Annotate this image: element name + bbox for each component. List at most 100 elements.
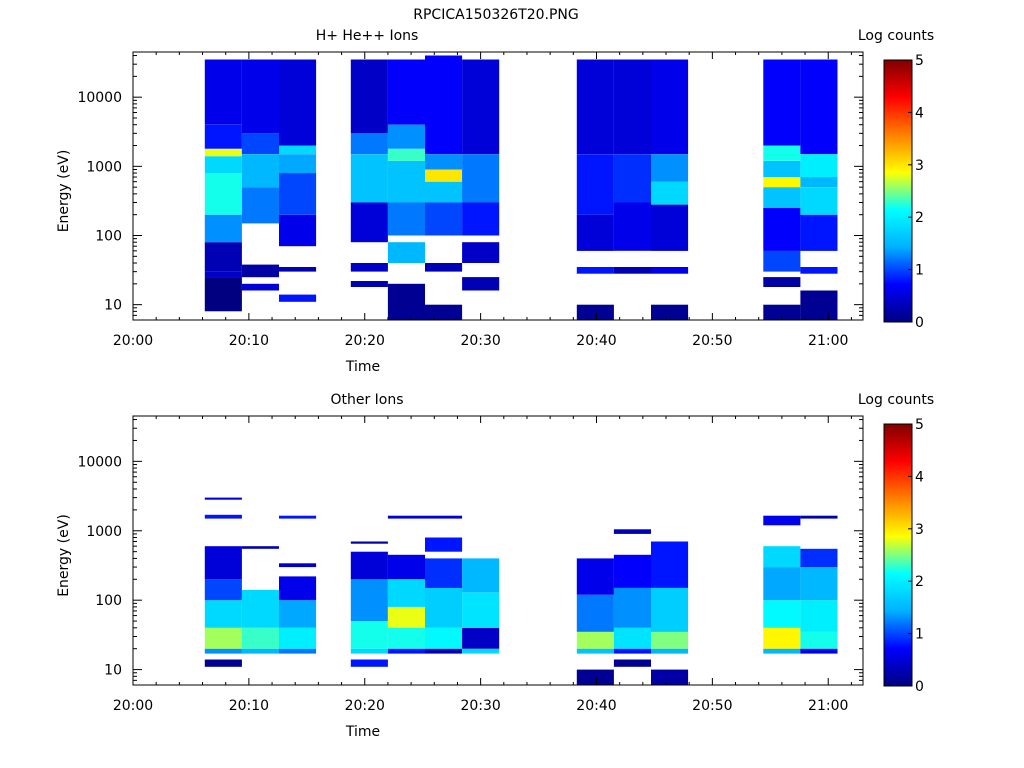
heatmap-cell xyxy=(800,631,838,649)
heatmap-cell xyxy=(387,242,425,263)
heatmap-cell xyxy=(800,177,838,188)
x-tick-label: 20:00 xyxy=(113,698,153,714)
heatmap-cell xyxy=(800,187,838,215)
heatmap-cell xyxy=(204,173,242,215)
heatmap-cell xyxy=(576,594,614,632)
heatmap-cell xyxy=(462,242,500,263)
plot-frame xyxy=(132,415,864,686)
heatmap-cell xyxy=(800,59,838,155)
heatmap-cell xyxy=(425,202,463,236)
colorbar: Log counts 0 1 2 3 4 5 xyxy=(858,28,934,331)
heatmap-cell xyxy=(387,627,425,649)
heatmap-cell xyxy=(800,267,838,274)
heatmap-cell xyxy=(576,267,614,274)
heatmap-cell xyxy=(387,606,425,628)
heatmap-cell xyxy=(763,145,801,161)
colorbar-tick-label: 5 xyxy=(915,53,924,69)
heatmap-cell xyxy=(279,600,317,628)
heatmap-cell xyxy=(350,133,388,155)
x-tick-label: 20:40 xyxy=(576,333,616,349)
heatmap-cell xyxy=(576,214,614,251)
colorbar: Log counts 0 1 2 3 4 5 xyxy=(858,392,934,695)
colorbar-label: Log counts xyxy=(858,28,934,44)
heatmap-cell xyxy=(800,548,838,568)
heatmap-cell xyxy=(576,59,614,155)
heatmap-cell xyxy=(279,627,317,649)
x-tick-label: 21:00 xyxy=(808,333,848,349)
heatmap-cell xyxy=(763,160,801,178)
heatmap-cell xyxy=(763,59,801,146)
heatmap-cell xyxy=(425,304,463,320)
heatmap-panel-h-he-ions: 20:00 20:10 20:20 20:30 20:40 20:50 21:0010100… xyxy=(56,28,934,375)
heatmap-cell xyxy=(204,648,242,654)
x-axis-label: Time xyxy=(345,359,380,375)
heatmap-cell xyxy=(241,59,279,134)
heatmap-cell xyxy=(350,579,388,622)
heatmap-cells xyxy=(204,497,838,685)
colorbar-gradient xyxy=(883,423,913,687)
heatmap-cell xyxy=(387,160,425,203)
heatmap-cell xyxy=(613,659,651,667)
heatmap-cell xyxy=(204,579,242,601)
y-tick-label: 100 xyxy=(95,593,122,609)
heatmap-cell xyxy=(387,554,425,580)
heatmap-cell xyxy=(763,600,801,628)
heatmap-cell xyxy=(576,304,614,320)
colorbar-tick-label: 4 xyxy=(915,469,924,485)
heatmap-cell xyxy=(763,546,801,568)
heatmap-cell xyxy=(350,648,388,654)
heatmap-cell xyxy=(763,208,801,251)
heatmap-cell xyxy=(204,600,242,628)
colorbar-tick-label: 2 xyxy=(915,210,924,226)
heatmap-cell xyxy=(651,304,689,320)
heatmap-cell xyxy=(800,214,838,251)
y-axis-label: Energy (eV) xyxy=(56,150,72,233)
heatmap-cell xyxy=(800,567,838,601)
heatmap-cell xyxy=(279,648,317,654)
x-tick-label: 20:30 xyxy=(460,333,500,349)
heatmap-cell xyxy=(462,648,500,654)
heatmap-cell xyxy=(651,267,689,274)
heatmap-cell xyxy=(613,202,651,251)
heatmap-cells xyxy=(204,55,838,320)
heatmap-cell xyxy=(613,267,651,274)
heatmap-cell xyxy=(279,294,317,302)
heatmap-cell xyxy=(350,59,388,134)
heatmap-cell xyxy=(204,271,242,278)
heatmap-cell xyxy=(387,59,425,125)
heatmap-cell xyxy=(800,648,838,654)
heatmap-cell xyxy=(279,59,317,146)
y-tick-label: 100 xyxy=(95,228,122,244)
heatmap-cell xyxy=(763,277,801,287)
heatmap-cell xyxy=(387,579,425,607)
y-tick-label: 1000 xyxy=(86,524,122,540)
heatmap-cell xyxy=(204,148,242,157)
heatmap-cell xyxy=(651,181,689,205)
heatmap-cell xyxy=(350,621,388,649)
x-axis-label: Time xyxy=(345,724,380,740)
heatmap-cell xyxy=(651,59,689,155)
heatmap-cell xyxy=(462,202,500,236)
heatmap-cell xyxy=(350,659,388,667)
heatmap-cell xyxy=(576,669,614,685)
heatmap-cell xyxy=(651,669,689,685)
x-tick-label: 20:50 xyxy=(692,698,732,714)
heatmap-cell xyxy=(425,558,463,588)
heatmap-cell xyxy=(763,177,801,188)
heatmap-cell xyxy=(425,648,463,654)
heatmap-cell xyxy=(350,202,388,243)
heatmap-cell xyxy=(241,283,279,291)
heatmap-cell xyxy=(387,124,425,149)
figure-title: RPCICA150326T20.PNG xyxy=(413,7,578,23)
heatmap-cell xyxy=(350,154,388,203)
heatmap-cell xyxy=(763,304,801,320)
heatmap-cell xyxy=(462,59,500,155)
heatmap-cell xyxy=(425,181,463,203)
heatmap-cell xyxy=(241,154,279,188)
heatmap-panel-other-ions: 20:00 20:10 20:20 20:30 20:40 20:50 21:0010100… xyxy=(56,392,934,740)
heatmap-cell xyxy=(613,154,651,203)
plot-frame xyxy=(132,51,864,321)
colorbar-tick-label: 1 xyxy=(915,627,924,643)
heatmap-cell xyxy=(204,659,242,667)
